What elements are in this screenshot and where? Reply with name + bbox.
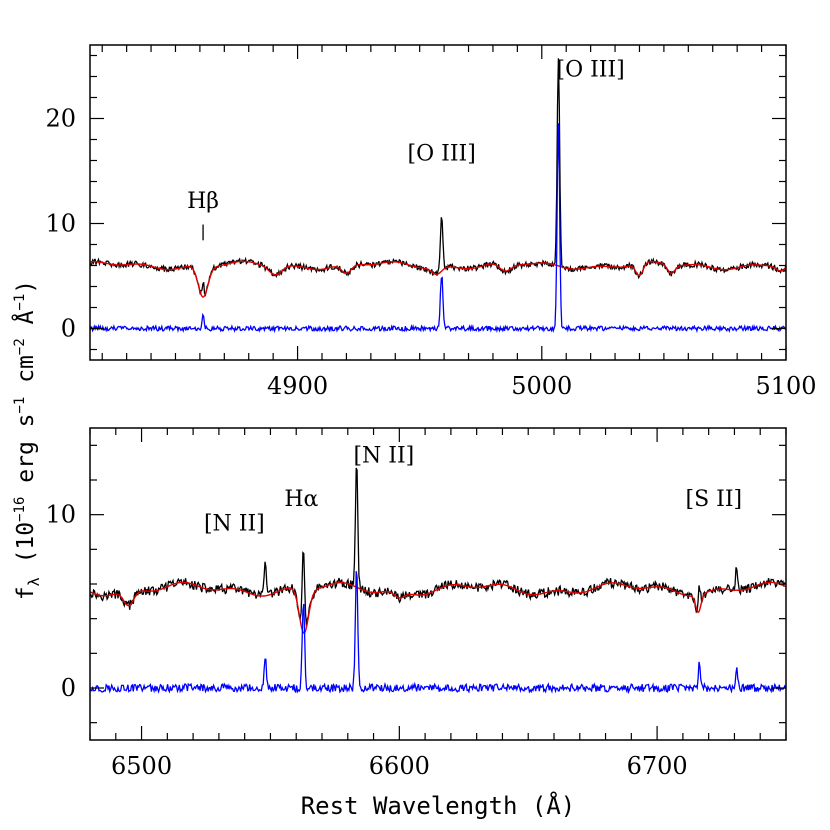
y-axis-label-exp4: −1 <box>12 294 28 311</box>
bottom-model-spectrum <box>90 581 786 635</box>
top-y-tick-label: 20 <box>45 105 76 133</box>
y-axis-label-exp3: −2 <box>12 338 28 355</box>
y-axis-label-f: f <box>13 586 39 600</box>
y-axis-label-exp1: −16 <box>12 497 28 522</box>
top-panel: 4900 5000 5100 0 10 20 Hβ [O III] [O III] <box>45 44 817 400</box>
bottom-y-tick-label: 10 <box>45 501 76 529</box>
top-y-tick-label: 0 <box>61 315 76 343</box>
top-residual-spectrum <box>90 123 786 334</box>
bottom-panel: 6500 6600 6700 0 10 [N II] Hα [N II] [S II] <box>45 427 787 780</box>
bottom-line-annotation: [N II] <box>353 444 414 469</box>
bottom-observed-spectrum <box>90 467 786 627</box>
bottom-line-annotation: [N II] <box>204 511 265 536</box>
bottom-residual-spectrum <box>90 571 786 695</box>
y-axis-label-sub: λ <box>25 577 43 586</box>
y-axis-label: fλ (10−16 erg s−1 cm−2 Å−1) <box>11 280 43 600</box>
top-x-tick-label: 5100 <box>755 372 816 400</box>
y-axis-label-exp2: −1 <box>12 397 28 414</box>
top-x-tick-label: 4900 <box>267 372 328 400</box>
bottom-y-tick-label: 0 <box>61 674 76 702</box>
y-axis-label-erg: erg s <box>13 414 39 497</box>
top-line-annotation: Hβ <box>187 189 219 214</box>
y-axis-label-angstrom: Å <box>11 310 39 338</box>
bottom-line-annotation: [S II] <box>686 487 743 512</box>
top-line-annotation: [O III] <box>556 58 624 83</box>
top-line-annotation: [O III] <box>408 142 476 167</box>
x-axis-label: Rest Wavelength (Å) <box>301 791 576 820</box>
y-axis-label-open: (10 <box>13 522 39 577</box>
y-axis-label-cm: cm <box>13 355 39 397</box>
y-axis-label-close: ) <box>13 280 39 294</box>
bottom-line-annotation: Hα <box>284 487 318 512</box>
top-x-tick-label: 5000 <box>511 372 572 400</box>
top-observed-spectrum <box>90 58 786 297</box>
top-model-spectrum <box>90 260 786 298</box>
top-y-tick-label: 10 <box>45 210 76 238</box>
bottom-x-tick-label: 6600 <box>369 752 430 780</box>
bottom-x-tick-label: 6500 <box>111 752 172 780</box>
bottom-x-tick-label: 6700 <box>627 752 688 780</box>
